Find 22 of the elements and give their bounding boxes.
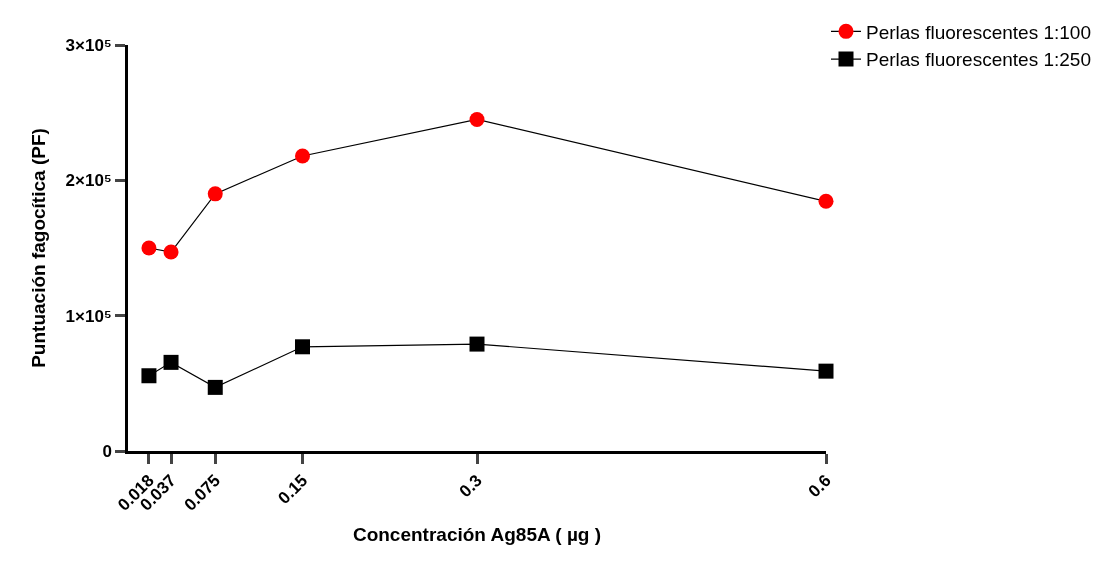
point: [295, 148, 310, 164]
x-tick-label: 0.6: [804, 471, 835, 502]
point: [141, 240, 157, 256]
x-axis-title: Concentración Ag85A ( µg ): [352, 524, 602, 546]
x-tick-label: 0.3: [455, 471, 486, 502]
point: [141, 368, 157, 384]
point: [818, 363, 834, 379]
y-axis-title: Puntuación fagocítica (PF): [28, 128, 50, 368]
y-tick-label: 2×10⁵: [65, 171, 112, 191]
point: [818, 193, 834, 209]
legend-label: Perlas fluorescentes 1:250: [866, 49, 1091, 71]
point: [163, 244, 179, 260]
point: [207, 186, 223, 202]
y-tick-label: 0: [102, 441, 112, 461]
point: [163, 354, 179, 370]
point: [469, 336, 485, 352]
point: [207, 379, 223, 395]
legend-label: Perlas fluorescentes 1:100: [866, 21, 1091, 43]
point: [295, 339, 310, 355]
y-tick-label: 1×10⁵: [65, 306, 112, 326]
point: [469, 111, 485, 127]
y-tick-label: 3×10⁵: [65, 35, 112, 55]
